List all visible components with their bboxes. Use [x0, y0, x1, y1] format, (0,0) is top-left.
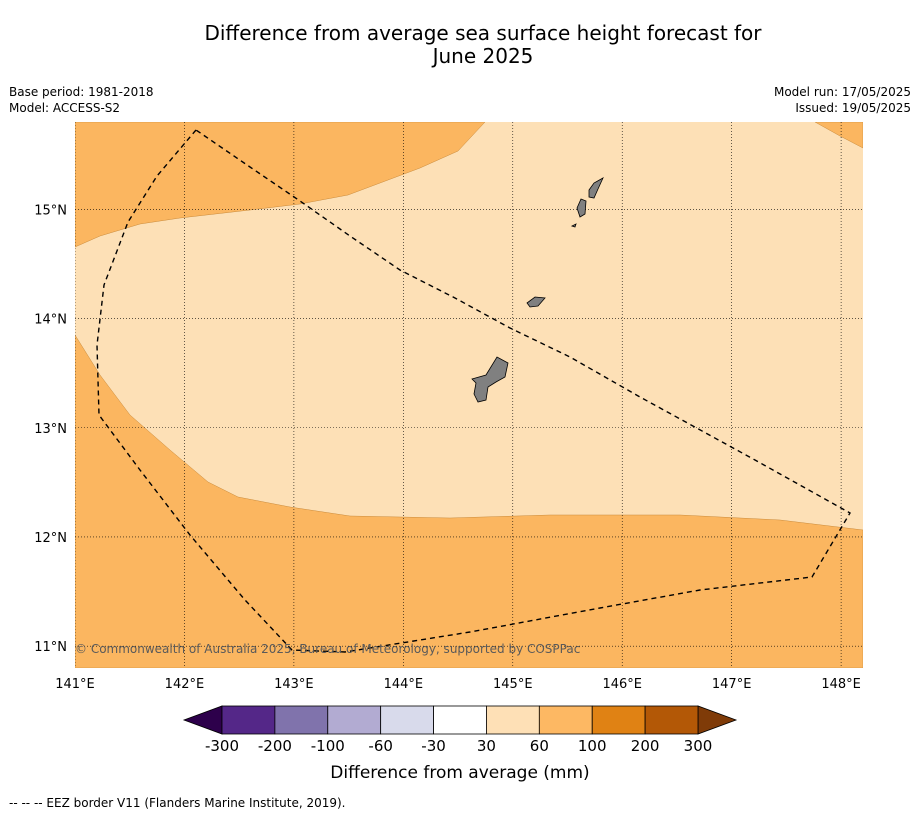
copyright-notice: © Commonwealth of Australia 2025, Bureau… [75, 642, 580, 656]
eez-border-line [96, 129, 851, 653]
colorbar-segment [538, 705, 593, 735]
latitude-tick-label: 13°N [34, 422, 67, 437]
rota-island [526, 296, 546, 308]
chart-title: Difference from average sea surface heig… [0, 22, 919, 68]
colorbar-tick-label: -30 [421, 737, 446, 755]
issued-text: Issued: 19/05/2025 [795, 101, 911, 115]
anomaly-band-60-100-north [75, 122, 486, 248]
longitude-tick-label: 143°E [274, 677, 314, 692]
colorbar [182, 705, 738, 735]
colorbar-under-extension [182, 705, 223, 735]
longitude-tick-label: 144°E [384, 677, 424, 692]
colorbar-title: Difference from average (mm) [330, 763, 589, 783]
colorbar-tick-label: -300 [205, 737, 239, 755]
title-line-1: Difference from average sea surface heig… [204, 21, 762, 45]
colorbar-over-extension [697, 705, 738, 735]
meta-left: Base period: 1981-2018 Model: ACCESS-S2 [9, 84, 154, 116]
colorbar-tick-label: 100 [578, 737, 607, 755]
longitude-labels: 141°E 142°E 143°E 144°E 145°E 146°E 147°E 148°E [55, 677, 861, 692]
colorbar-segment [221, 705, 276, 735]
colorbar-tick-label: 200 [631, 737, 660, 755]
meta-right: Model run: 17/05/2025 Issued: 19/05/2025 [774, 84, 911, 116]
latitude-tick-label: 12°N [34, 531, 67, 546]
latitude-labels: 11°N 12°N 13°N 14°N 15°N [34, 203, 67, 655]
map-area: © Commonwealth of Australia 2025, Bureau… [75, 122, 863, 668]
saipan-island [588, 177, 604, 199]
guam-island [471, 356, 509, 403]
gridlines [75, 122, 863, 668]
anomaly-band-60-100-south [75, 334, 863, 668]
colorbar-segment [274, 705, 329, 735]
aguijan-island [570, 223, 577, 228]
colorbar-tick-labels: -300 -200 -100 -60 -30 30 60 100 200 300 [205, 737, 712, 755]
longitude-tick-label: 145°E [493, 677, 533, 692]
latitude-tick-label: 14°N [34, 313, 67, 328]
longitude-tick-label: 141°E [55, 677, 95, 692]
longitude-tick-label: 142°E [165, 677, 205, 692]
colorbar-segment [591, 705, 646, 735]
tinian-island [576, 198, 587, 218]
longitude-tick-label: 148°E [821, 677, 861, 692]
colorbar-segment [327, 705, 382, 735]
colorbar-tick-label: 60 [530, 737, 549, 755]
colorbar-tick-label: -200 [258, 737, 292, 755]
colorbar-tick-label: -100 [311, 737, 345, 755]
colorbar-segment [644, 705, 699, 735]
longitude-tick-label: 146°E [602, 677, 642, 692]
colorbar-tick-label: 30 [477, 737, 496, 755]
colorbar-segment [486, 705, 540, 735]
model-run-text: Model run: 17/05/2025 [773, 85, 911, 99]
colorbar-tick-label: -60 [368, 737, 393, 755]
longitude-tick-label: 147°E [712, 677, 752, 692]
title-line-2: June 2025 [432, 44, 534, 68]
colorbar-tick-label: 300 [684, 737, 713, 755]
footer-source-note: -- -- -- EEZ border V11 (Flanders Marine… [9, 796, 346, 810]
colorbar-segment [433, 705, 487, 735]
latitude-tick-label: 15°N [34, 203, 67, 218]
colorbar-segment [380, 705, 434, 735]
latitude-tick-label: 11°N [34, 640, 67, 655]
model-text: Model: ACCESS-S2 [9, 101, 121, 115]
base-period-text: Base period: 1981-2018 [9, 85, 154, 99]
anomaly-band-60-100-northeast [814, 122, 863, 149]
